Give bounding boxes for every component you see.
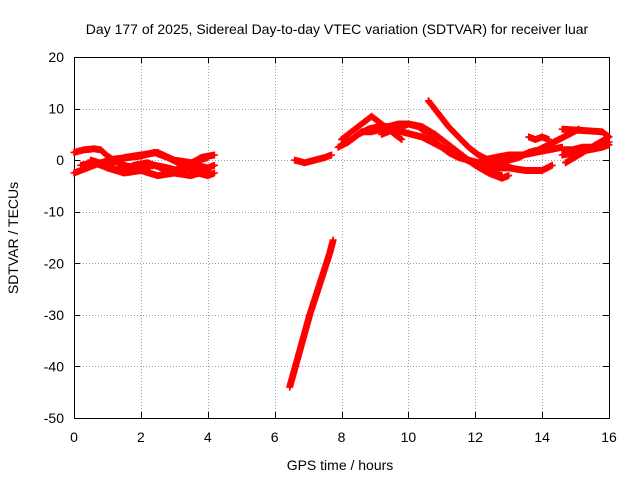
y-tick-label: -40	[44, 358, 64, 374]
x-tick-label: 0	[70, 429, 78, 445]
series-track-16	[525, 133, 553, 143]
y-tick-label: 20	[48, 49, 64, 65]
series-track-5	[103, 164, 212, 180]
series-track-4	[87, 148, 212, 169]
series-markers	[471, 161, 556, 174]
series-markers	[558, 125, 613, 167]
tick-layer: 0 2 4 6 8 10 12 14 16 -50 -40 -30 -20 -10 0 10 20	[44, 49, 617, 445]
x-tick-label: 16	[601, 429, 617, 445]
y-tick-label: -30	[44, 307, 64, 323]
series-track-6	[291, 151, 335, 167]
data-layer	[70, 97, 613, 391]
x-tick-label: 2	[137, 429, 145, 445]
chart-title: Day 177 of 2025, Sidereal Day-to-day VTE…	[86, 21, 589, 37]
y-tick-label: 0	[56, 152, 64, 168]
y-tick-label: -20	[44, 255, 64, 271]
x-tick-label: 14	[534, 429, 550, 445]
y-tick-label: -10	[44, 204, 64, 220]
x-tick-label: 10	[401, 429, 417, 445]
y-tick-label: -50	[44, 410, 64, 426]
series-markers	[286, 236, 337, 391]
x-tick-label: 4	[204, 429, 212, 445]
series-markers	[291, 151, 335, 167]
series-markers	[103, 164, 212, 180]
series-track-7	[286, 236, 337, 391]
y-axis-title: SDTVAR / TECUs	[5, 182, 21, 294]
series-track-13	[471, 161, 556, 174]
series-markers	[525, 133, 553, 143]
series-track-19	[558, 125, 613, 167]
y-tick-label: 10	[48, 101, 64, 117]
x-tick-label: 8	[338, 429, 346, 445]
grid-layer	[74, 57, 609, 418]
x-tick-label: 12	[467, 429, 483, 445]
x-tick-label: 6	[271, 429, 279, 445]
series-markers	[87, 148, 212, 169]
x-axis-title: GPS time / hours	[287, 457, 394, 473]
